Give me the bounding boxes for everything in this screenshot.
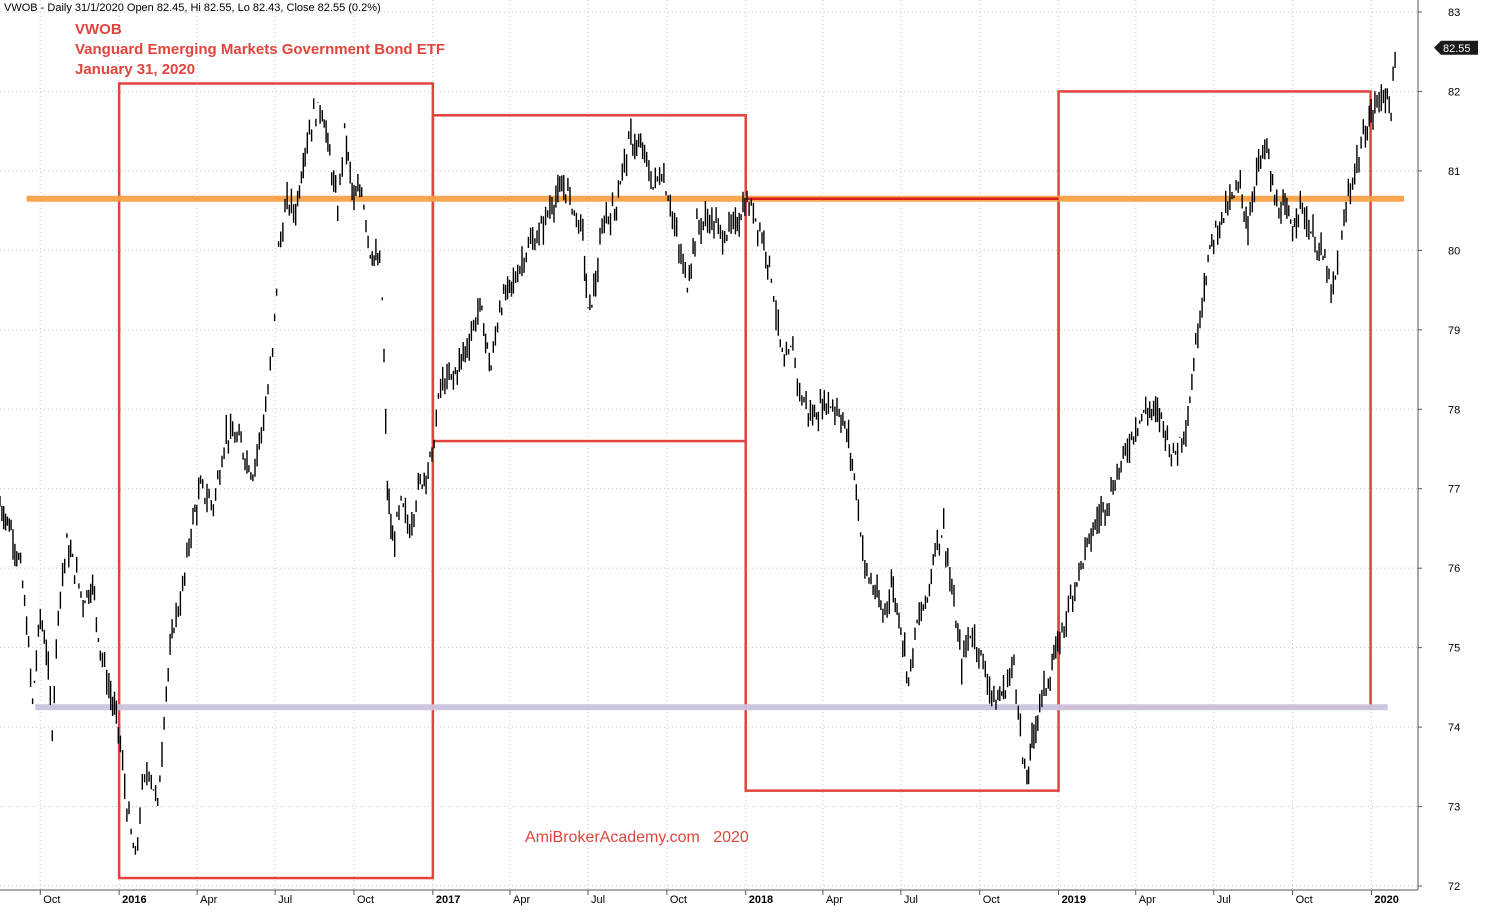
price-layer bbox=[0, 51, 1396, 855]
y-tick-label: 79 bbox=[1448, 325, 1460, 337]
last-price-tag bbox=[1434, 40, 1478, 55]
x-tick-label: 2020 bbox=[1374, 894, 1398, 906]
x-tick-label: Oct bbox=[983, 894, 1000, 906]
x-tick-label: 2017 bbox=[436, 894, 460, 906]
y-tick-label: 75 bbox=[1448, 643, 1460, 655]
y-tick-label: 78 bbox=[1448, 404, 1460, 416]
y-tick-label: 76 bbox=[1448, 563, 1460, 575]
x-tick-label: Jul bbox=[904, 894, 918, 906]
hline-layer bbox=[26, 195, 1404, 711]
x-tick-label: 2016 bbox=[122, 894, 146, 906]
y-tick-label: 83 bbox=[1448, 7, 1460, 19]
fund-name-label: Vanguard Emerging Markets Government Bon… bbox=[75, 41, 445, 58]
x-tick-label: Apr bbox=[200, 894, 217, 906]
x-tick-label: Apr bbox=[1139, 894, 1156, 906]
x-tick-label: Oct bbox=[357, 894, 374, 906]
label-layer: VWOB - Daily 31/1/2020 Open 82.45, Hi 82… bbox=[4, 2, 749, 846]
x-tick-label: Jul bbox=[591, 894, 605, 906]
x-tick-label: 2018 bbox=[749, 894, 773, 906]
x-tick-label: Oct bbox=[43, 894, 60, 906]
x-tick-label: Oct bbox=[1296, 894, 1313, 906]
consolidation-box bbox=[117, 82, 435, 880]
y-tick-label: 81 bbox=[1448, 166, 1460, 178]
ticker-label: VWOB bbox=[75, 21, 122, 38]
watermark-label: AmiBrokerAcademy.com 2020 bbox=[525, 829, 749, 846]
y-tick-label: 82 bbox=[1448, 86, 1460, 98]
x-tick-label: Oct bbox=[670, 894, 687, 906]
x-tick-label: Jul bbox=[278, 894, 292, 906]
x-tick-label: Jul bbox=[1217, 894, 1231, 906]
x-tick-label: Apr bbox=[513, 894, 530, 906]
y-tick-label: 77 bbox=[1448, 484, 1460, 496]
last-price-tag-text: 82.55 bbox=[1443, 43, 1471, 55]
date-label: January 31, 2020 bbox=[75, 61, 195, 78]
y-tick-label: 80 bbox=[1448, 245, 1460, 257]
x-tick-label: 2019 bbox=[1062, 894, 1086, 906]
tag-layer: 82.55 bbox=[1434, 40, 1478, 55]
price-bars bbox=[0, 51, 1396, 855]
y-tick-label: 73 bbox=[1448, 802, 1460, 814]
axis-layer: 72 73 74 75 76 77 78 79 80 81 82 83 Oct 2016 Apr Jul Oct… bbox=[0, 0, 1460, 906]
y-tick-label: 74 bbox=[1448, 722, 1460, 734]
x-tick-label: Apr bbox=[826, 894, 843, 906]
y-tick-label: 72 bbox=[1448, 881, 1460, 893]
symbol-info-line: VWOB - Daily 31/1/2020 Open 82.45, Hi 82… bbox=[4, 2, 381, 14]
